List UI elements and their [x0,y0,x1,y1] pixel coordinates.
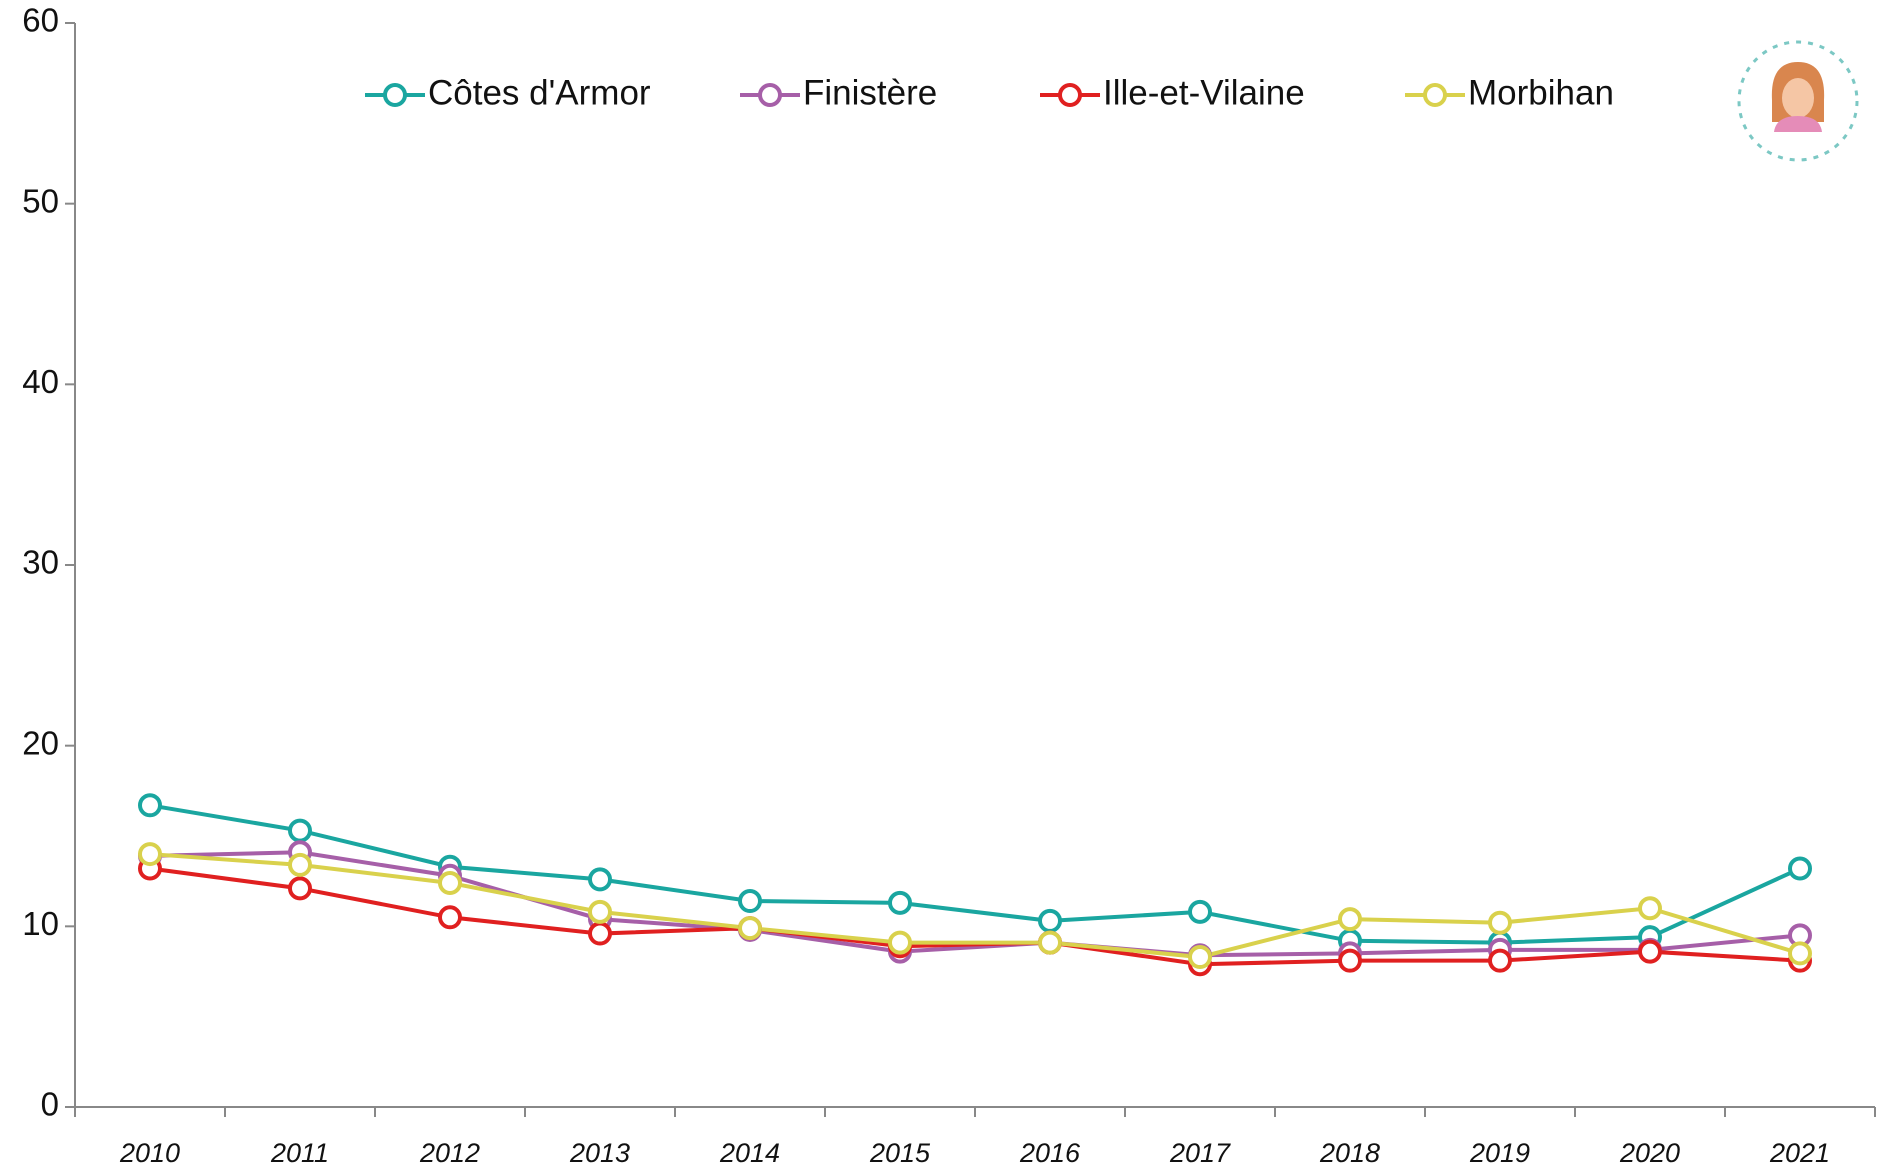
x-tick-label: 2017 [1169,1138,1231,1165]
data-point [1190,902,1210,922]
data-point [740,918,760,938]
data-point [590,869,610,889]
data-point [590,902,610,922]
data-point [440,907,460,927]
y-tick-label: 10 [22,905,59,942]
x-tick-label: 2011 [270,1138,329,1165]
x-tick-label: 2021 [1769,1138,1830,1165]
series-line [150,805,1800,942]
legend-marker [385,85,405,105]
legend-label: Finistère [803,73,937,112]
data-point [1790,859,1810,879]
x-tick-label: 2010 [119,1138,180,1165]
data-point [1490,951,1510,971]
data-point [1040,933,1060,953]
legend-marker [760,85,780,105]
data-point [890,893,910,913]
y-tick-label: 50 [22,182,59,219]
data-point [290,855,310,875]
data-point [1790,943,1810,963]
x-tick-label: 2012 [419,1138,480,1165]
y-tick-label: 20 [22,724,59,761]
legend-marker [1060,85,1080,105]
x-tick-label: 2016 [1019,1138,1081,1165]
x-tick-label: 2014 [719,1138,780,1165]
y-tick-label: 60 [22,2,59,39]
legend-marker [1425,85,1445,105]
data-point [590,924,610,944]
legend-label: Côtes d'Armor [428,73,651,112]
data-point [740,891,760,911]
data-point [1490,913,1510,933]
y-tick-label: 30 [22,544,59,581]
x-tick-label: 2015 [869,1138,931,1165]
data-point [1040,911,1060,931]
data-point [1640,898,1660,918]
x-tick-label: 2013 [569,1138,630,1165]
legend-label: Morbihan [1468,73,1614,112]
data-point [1640,942,1660,962]
data-point [140,795,160,815]
data-point [1190,947,1210,967]
avatar-icon [1739,42,1857,160]
data-point [890,933,910,953]
data-point [290,878,310,898]
data-point [440,873,460,893]
data-point [1340,951,1360,971]
legend-label: Ille-et-Vilaine [1103,73,1305,112]
data-point [290,821,310,841]
data-point [1340,909,1360,929]
x-tick-label: 2020 [1619,1138,1680,1165]
x-tick-label: 2018 [1319,1138,1380,1165]
data-point [140,844,160,864]
chart: 0 10 20 30 40 50 60 2010 2011 2012 2013 2014 2015 201… [0,0,1887,1165]
x-tick-label: 2019 [1469,1138,1530,1165]
y-tick-label: 40 [22,363,59,400]
y-tick-label: 0 [41,1086,59,1123]
